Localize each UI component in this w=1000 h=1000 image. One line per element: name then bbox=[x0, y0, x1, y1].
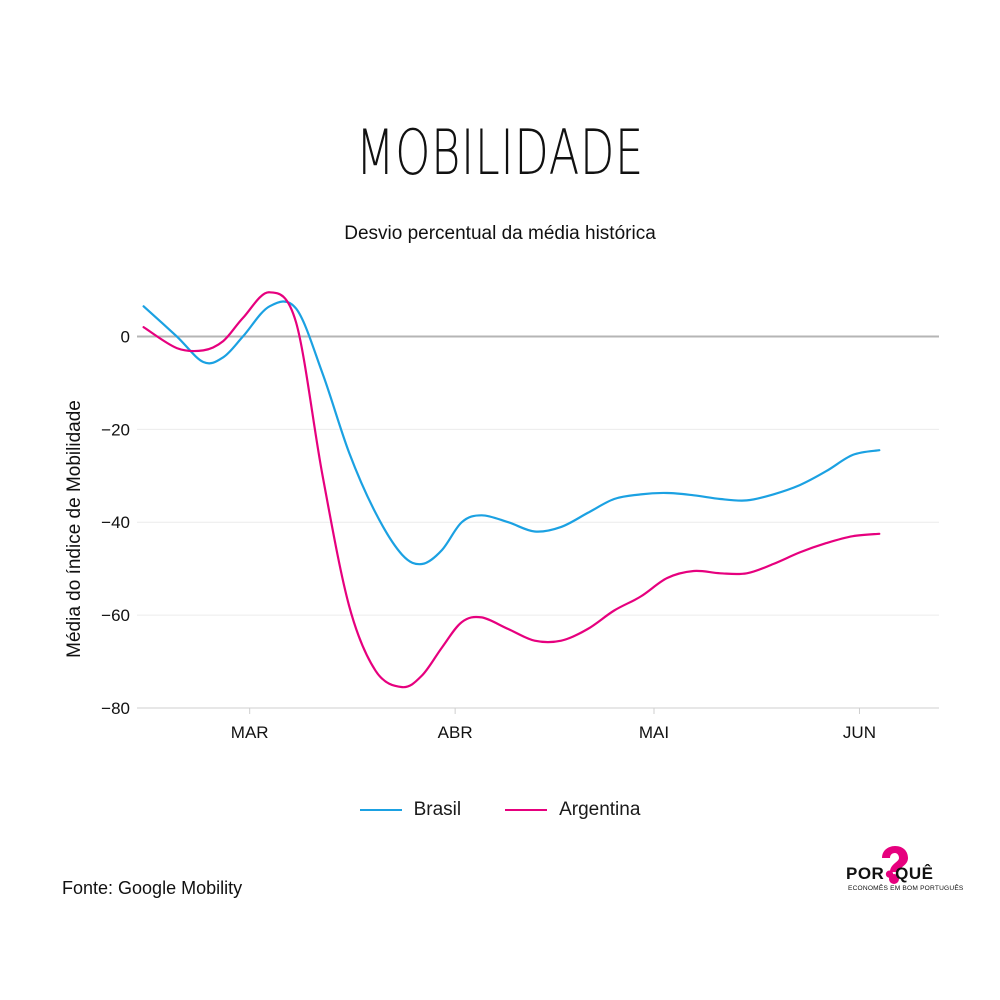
chart-legend: Brasil Argentina bbox=[0, 799, 1000, 821]
y-axis-label: Média do índice de Mobilidade bbox=[64, 400, 85, 658]
question-mark-icon bbox=[882, 846, 908, 884]
legend-swatch-argentina bbox=[505, 809, 548, 811]
y-tick-label: 0 bbox=[121, 327, 130, 346]
legend-label-brasil: Brasil bbox=[413, 799, 462, 820]
y-tick-label: −60 bbox=[101, 606, 130, 625]
y-tick-label: −20 bbox=[101, 420, 130, 439]
x-tick-label: MAR bbox=[231, 723, 269, 742]
legend-label-argentina: Argentina bbox=[559, 799, 641, 820]
x-tick-label: JUN bbox=[843, 723, 876, 742]
legend-item-argentina: Argentina bbox=[505, 799, 640, 821]
x-tick-label: MAI bbox=[639, 723, 669, 742]
series-line-brasil bbox=[142, 300, 881, 566]
logo-tagline: ECONOMÊS EM BOM PORTUGUÊS bbox=[848, 885, 964, 892]
chart-subtitle: Desvio percentual da média histórica bbox=[344, 223, 656, 244]
x-tick-label: ABR bbox=[438, 723, 473, 742]
y-tick-label: −40 bbox=[101, 513, 130, 532]
chart-title: MOBILIDADE bbox=[356, 116, 644, 189]
source-note: Fonte: Google Mobility bbox=[62, 878, 243, 898]
y-tick-label: −80 bbox=[101, 699, 130, 718]
logo-wordmark: POR●QUÊ bbox=[846, 864, 934, 883]
legend-item-brasil: Brasil bbox=[359, 799, 462, 821]
brand-logo: POR●QUÊ ECONOMÊS EM BOM PORTUGUÊS bbox=[846, 846, 963, 900]
series-line-argentina bbox=[142, 291, 881, 689]
legend-swatch-brasil bbox=[359, 809, 402, 811]
